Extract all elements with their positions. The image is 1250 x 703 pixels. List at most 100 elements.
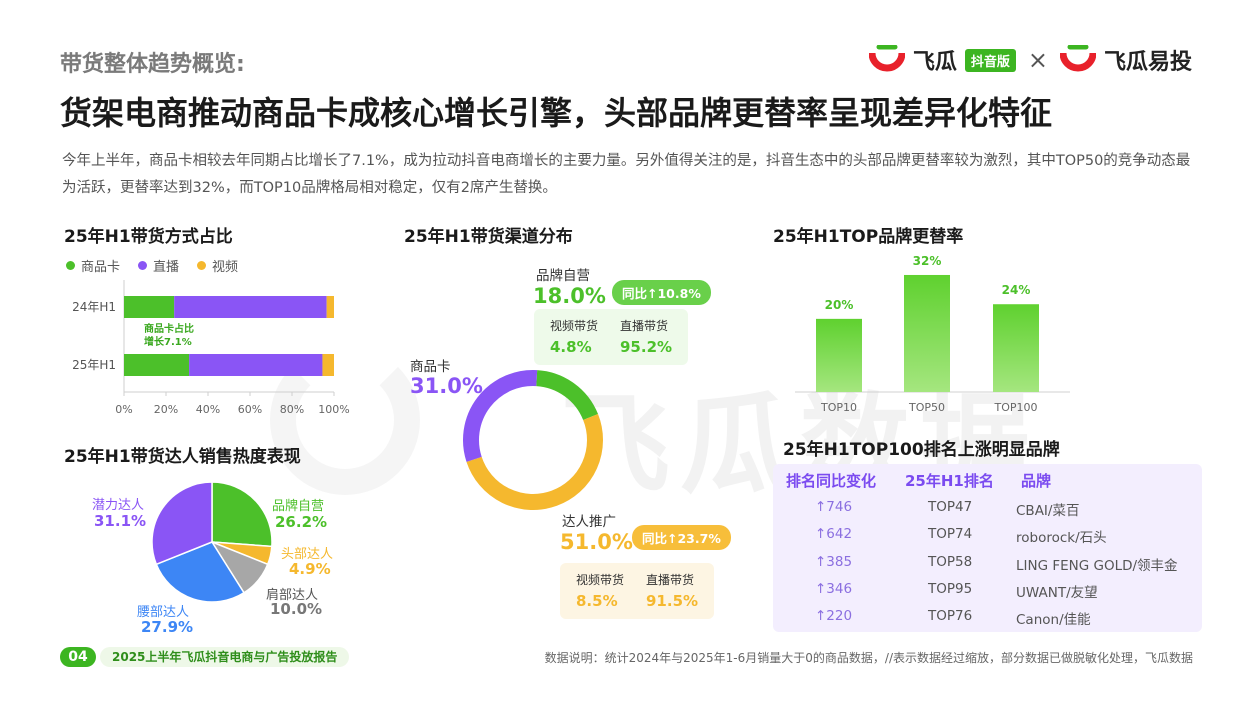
donut-slice — [463, 370, 538, 462]
turnover-bar — [993, 304, 1039, 392]
legend-dot — [197, 261, 207, 270]
bar-segment — [124, 296, 175, 318]
pie-brand-pct: 26.2% — [275, 513, 328, 531]
talent-live-pct: 91.5% — [646, 592, 699, 610]
rank-cell: TOP95 — [928, 580, 973, 597]
product-card-label: 商品卡 — [410, 359, 451, 375]
bar-value-label: 20% — [825, 298, 854, 312]
bar-segment — [124, 354, 190, 376]
rank-cell: TOP58 — [928, 553, 973, 570]
bar-value-label: 32% — [913, 254, 942, 268]
talent-promo-label: 达人推广 — [562, 514, 616, 530]
douyin-edition-badge: 抖音版 — [964, 48, 1016, 72]
potential-label: 潜力达人 — [92, 498, 145, 513]
talent-promo-pct: 51.0% — [560, 530, 633, 554]
top-turnover-bar-chart: 20% TOP10 32% TOP50 24% TOP100 — [795, 254, 1070, 414]
intro-paragraph: 今年上半年，商品卡相较去年同期占比增长了7.1%，成为拉动抖音电商增长的主要力量… — [62, 153, 1191, 196]
x-tick-label: TOP100 — [993, 401, 1037, 414]
donut-slice — [535, 370, 599, 421]
col-header-brand: 品牌 — [1021, 472, 1052, 490]
talent-live-label: 直播带货 — [646, 573, 695, 587]
col-header-rank: 25年H1排名 — [905, 472, 994, 490]
x-tick-label: 40% — [196, 403, 220, 416]
logo-separator: × — [1027, 46, 1048, 74]
x-tick-label: 100% — [318, 403, 349, 416]
brand-cell: CBAI/菜百 — [1016, 503, 1080, 519]
waist-label: 腰部达人 — [137, 605, 190, 620]
legend-item: 直播 — [138, 256, 179, 275]
annotation-line: 增长7.1% — [144, 335, 192, 348]
x-tick-label: 80% — [280, 403, 304, 416]
x-tick-label: 60% — [238, 403, 262, 416]
rank-change-cell: ↑642 — [815, 526, 853, 543]
rank-cell: TOP76 — [928, 608, 973, 625]
brand-logos: 飞瓜 抖音版 × 飞瓜易投 — [868, 44, 1192, 76]
pie-brand-label: 品牌自营 — [272, 499, 325, 514]
legend-label: 直播 — [153, 260, 180, 275]
bar-segment — [322, 354, 334, 376]
rank-change-cell: ↑220 — [815, 608, 853, 625]
talent-sub-box: 视频带货 直播带货 8.5% 91.5% — [560, 563, 714, 619]
feigua-logo-icon — [868, 45, 905, 72]
mode-share-legend: 商品卡 直播 视频 — [66, 256, 238, 275]
rank-cell: TOP74 — [928, 526, 973, 543]
talent-video-pct: 8.5% — [576, 592, 618, 610]
section-kicker: 带货整体趋势概览: — [60, 52, 245, 77]
feigua-yitou-logo-icon — [1059, 45, 1096, 72]
col-header-rank-change: 排名同比变化 — [786, 472, 877, 490]
waist-pct: 27.9% — [141, 618, 194, 636]
bar-segment — [189, 354, 323, 376]
legend-dot — [138, 261, 148, 270]
channel-donut-chart — [463, 370, 603, 510]
top100-table — [773, 464, 1202, 632]
brand-sub-box: 视频带货 直播带货 4.8% 95.2% — [534, 309, 688, 365]
brand-live-label: 直播带货 — [620, 319, 669, 333]
brand-live-pct: 95.2% — [620, 338, 673, 356]
turnover-bar — [816, 318, 862, 392]
head-label: 头部达人 — [281, 547, 334, 562]
head-pct: 4.9% — [289, 560, 331, 578]
legend-item: 商品卡 — [66, 256, 120, 275]
x-tick-label: 20% — [154, 403, 178, 416]
turnover-bar — [904, 274, 950, 392]
donut-slice — [466, 414, 603, 510]
rank-change-cell: ↑385 — [815, 553, 853, 570]
category-label: 25年H1 — [72, 358, 116, 372]
bar-value-label: 24% — [1002, 283, 1031, 297]
shoulder-label: 肩部达人 — [266, 588, 319, 603]
top100-title: 25年H1TOP100排名上涨明显品牌 — [783, 440, 1060, 460]
brand-cell: Canon/佳能 — [1016, 612, 1091, 629]
x-tick-label: 0% — [115, 403, 132, 416]
bar-segment — [174, 296, 327, 318]
influencer-pie-chart — [151, 481, 273, 603]
data-note: 数据说明：统计2024年与2025年1-6月销量大于0的商品数据，//表示数据经… — [544, 651, 1193, 665]
page-number: 04 — [60, 647, 96, 667]
legend-label: 商品卡 — [81, 260, 121, 275]
mode-share-title: 25年H1带货方式占比 — [64, 227, 233, 247]
talent-video-label: 视频带货 — [576, 573, 625, 587]
page-title: 货架电商推动商品卡成核心增长引擎，头部品牌更替率呈现差异化特征 — [60, 94, 1053, 132]
legend-dot — [66, 261, 75, 270]
category-label: 24年H1 — [72, 300, 116, 314]
legend-label: 视频 — [212, 260, 239, 275]
feigua-yitou-logo-text: 飞瓜易投 — [1103, 50, 1192, 75]
rank-change-cell: ↑746 — [815, 499, 853, 515]
feigua-logo-text: 飞瓜 — [912, 50, 957, 75]
pie-slice — [151, 481, 213, 566]
brand-yoy-badge: 同比↑10.8% — [612, 280, 711, 305]
talent-yoy-badge: 同比↑23.7% — [632, 525, 731, 550]
brand-cell: roborock/石头 — [1016, 530, 1107, 547]
rank-change-cell: ↑346 — [815, 580, 853, 597]
shoulder-pct: 10.0% — [270, 600, 323, 618]
legend-item: 视频 — [197, 256, 238, 275]
brand-self-pct: 18.0% — [533, 284, 606, 308]
channel-title: 25年H1带货渠道分布 — [404, 227, 573, 247]
annotation-line: 商品卡占比 — [144, 322, 194, 335]
pie-slice — [211, 481, 273, 548]
brand-cell: UWANT/友望 — [1016, 584, 1098, 601]
pie-slice — [155, 541, 245, 603]
influencer-title: 25年H1带货达人销售热度表现 — [64, 447, 301, 467]
rank-cell: TOP47 — [928, 499, 973, 515]
product-card-pct: 31.0% — [410, 374, 483, 398]
